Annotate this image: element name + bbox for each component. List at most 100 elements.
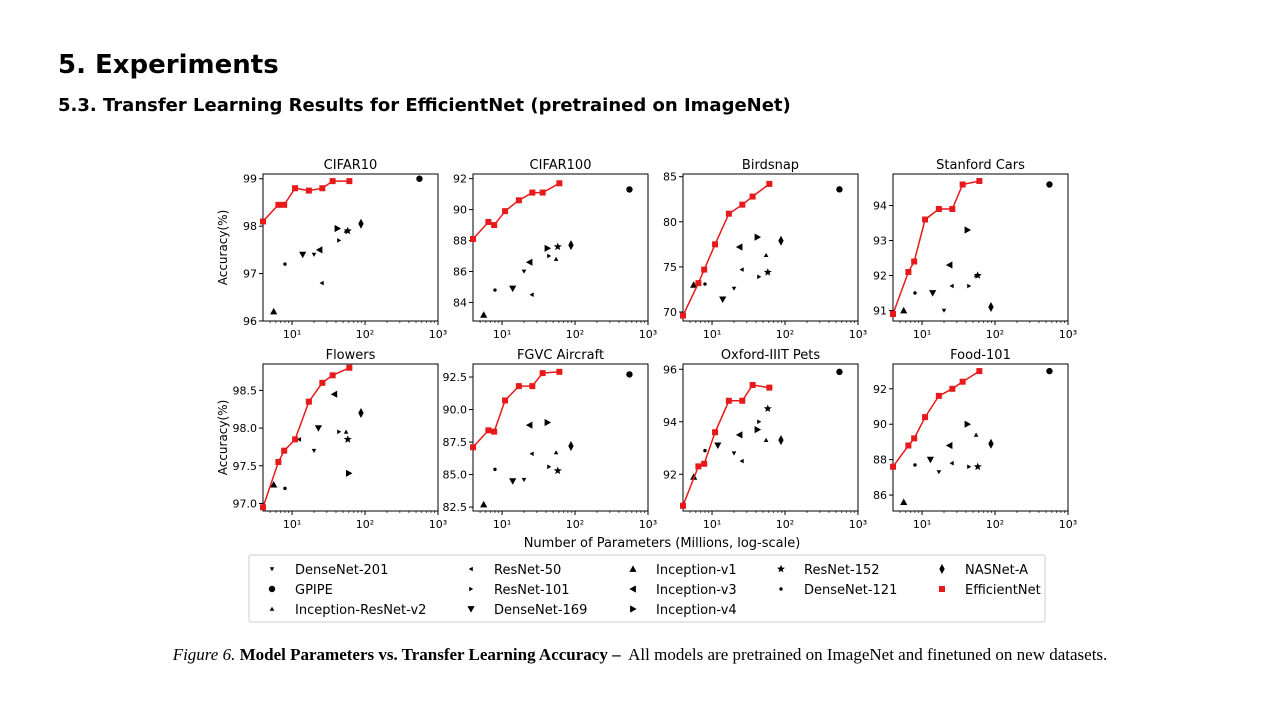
legend-item-inception-v3: Inception-v3 — [629, 583, 737, 598]
point-inception-v4 — [964, 420, 972, 428]
section-heading: 5. Experiments — [58, 50, 279, 80]
point-densenet-169 — [314, 425, 322, 432]
legend-label: DenseNet-201 — [295, 563, 388, 578]
point-inception-v4 — [346, 469, 353, 477]
legend-item-inception-resnet-v2: Inception-ResNet-v2 — [269, 603, 426, 618]
point-inception-v1 — [900, 498, 908, 505]
x-tick-label: 10² — [566, 328, 584, 341]
y-tick-label: 85.0 — [443, 469, 468, 482]
legend-item-resnet-50: ResNet-50 — [468, 563, 561, 578]
chart-panel-fgvc-aircraft: FGVC Aircraft 10¹ 10² 10³ 82.5 85.0 87.5 90.0 92… — [443, 348, 658, 531]
y-tick-label: 98 — [243, 220, 257, 233]
legend-item-densenet-169: DenseNet-169 — [467, 603, 587, 618]
chart-title: Flowers — [326, 348, 376, 363]
x-tick-label: 10³ — [849, 328, 867, 341]
point-densenet-201 — [311, 252, 317, 257]
point-nasnet-a — [358, 408, 364, 418]
x-tick-label: 10¹ — [283, 518, 301, 531]
point-densenet-121 — [703, 282, 707, 286]
x-tick-label: 10² — [566, 518, 584, 531]
point-resnet-50 — [739, 458, 744, 464]
plot-frame — [472, 173, 649, 322]
efficientnet-line — [892, 180, 980, 315]
point-gpipe — [626, 186, 633, 193]
legend-marker — [629, 585, 636, 593]
point-inception-v3 — [945, 261, 953, 269]
point-inception-v4 — [754, 426, 762, 434]
x-tick-label: 10¹ — [283, 328, 301, 341]
point-efficientnet — [319, 379, 326, 386]
chart-panel-stanford-cars: Stanford Cars 10¹ 10² 10³ 91 92 93 94 — [873, 158, 1077, 341]
y-tick-label: 98.0 — [233, 422, 258, 435]
point-densenet-121 — [703, 448, 707, 453]
y-tick-label: 96 — [663, 363, 677, 376]
point-efficientnet — [725, 210, 732, 217]
chart-title: FGVC Aircraft — [517, 348, 604, 363]
point-inception-resnet-v2 — [343, 228, 349, 233]
point-efficientnet — [346, 178, 353, 185]
point-densenet-121 — [913, 463, 917, 467]
point-efficientnet — [529, 383, 536, 390]
point-nasnet-a — [988, 438, 994, 449]
legend-marker — [630, 605, 637, 613]
point-resnet-101 — [967, 464, 972, 469]
legend-label: Inception-ResNet-v2 — [295, 603, 426, 618]
chart-panel-oxford-iiit-pets: Oxford-IIIT Pets 10¹ 10² 10³ 92 94 96 — [663, 348, 867, 531]
point-inception-v4 — [754, 233, 762, 241]
point-efficientnet — [485, 427, 492, 434]
legend-marker — [779, 587, 783, 591]
point-inception-resnet-v2 — [973, 273, 979, 278]
point-resnet-152 — [973, 462, 982, 471]
y-axis-label: Accuracy(%) — [216, 210, 230, 286]
legend-marker — [939, 586, 945, 592]
point-efficientnet — [922, 414, 929, 421]
point-inception-v1 — [900, 306, 908, 314]
point-inception-resnet-v2 — [763, 437, 769, 442]
chart-panel-cifar100: CIFAR100 10¹ 10² 10³ 84 86 88 90 92 — [453, 158, 657, 341]
legend-box — [248, 554, 1046, 623]
y-tick-label: 82.5 — [443, 501, 468, 514]
y-tick-label: 98.5 — [233, 384, 258, 397]
point-inception-v1 — [480, 500, 488, 508]
point-resnet-101 — [547, 253, 552, 259]
point-resnet-152 — [973, 271, 982, 279]
y-tick-label: 94 — [663, 416, 677, 429]
y-tick-label: 93 — [873, 235, 887, 248]
y-tick-label: 99 — [243, 173, 257, 186]
point-densenet-121 — [493, 288, 497, 292]
point-densenet-201 — [521, 477, 527, 483]
legend-marker — [467, 606, 475, 613]
point-densenet-201 — [521, 269, 527, 274]
point-inception-resnet-v2 — [973, 432, 979, 437]
point-efficientnet — [260, 504, 266, 511]
x-tick-label: 10¹ — [703, 328, 721, 341]
point-resnet-50 — [319, 280, 324, 286]
x-tick-label: 10¹ — [913, 518, 931, 531]
point-nasnet-a — [988, 302, 994, 312]
legend-label: GPIPE — [295, 583, 333, 598]
point-inception-v3 — [525, 258, 533, 266]
figure-caption: Figure 6. Model Parameters vs. Transfer … — [0, 645, 1280, 665]
y-tick-label: 94 — [873, 200, 887, 213]
y-tick-label: 97.0 — [233, 497, 258, 510]
point-efficientnet — [695, 280, 702, 287]
point-densenet-169 — [719, 296, 727, 303]
point-efficientnet — [976, 368, 983, 375]
point-efficientnet — [712, 429, 719, 436]
point-densenet-169 — [714, 442, 722, 449]
y-tick-label: 85 — [663, 171, 677, 184]
y-tick-label: 97.5 — [233, 460, 258, 473]
point-nasnet-a — [778, 435, 784, 446]
x-tick-label: 10³ — [429, 518, 447, 531]
legend-item-inception-v1: Inception-v1 — [629, 563, 737, 578]
point-densenet-169 — [929, 290, 937, 297]
point-inception-v3 — [315, 246, 323, 254]
point-efficientnet — [305, 187, 312, 194]
point-efficientnet — [959, 378, 966, 385]
y-tick-label: 96 — [243, 315, 257, 328]
legend-label: ResNet-152 — [804, 563, 880, 578]
point-efficientnet — [539, 189, 546, 196]
point-inception-resnet-v2 — [553, 256, 559, 261]
point-inception-v3 — [525, 421, 533, 429]
